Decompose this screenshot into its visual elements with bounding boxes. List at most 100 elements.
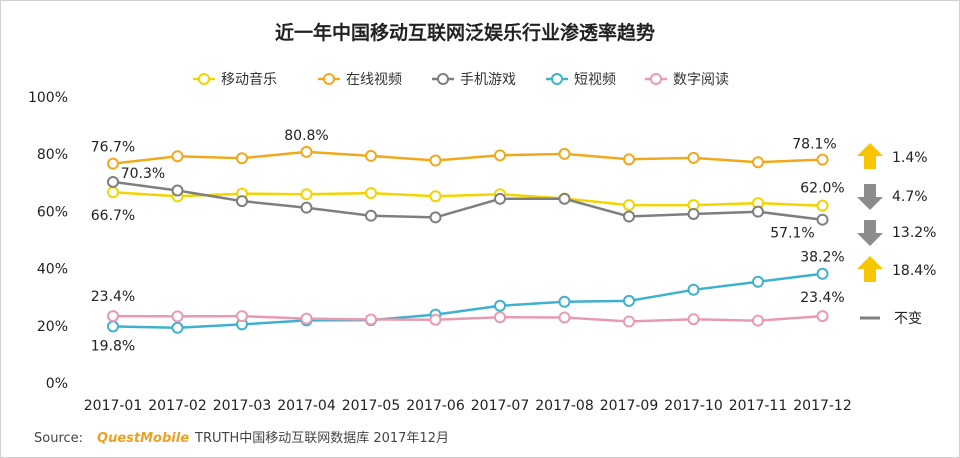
data-point — [300, 188, 313, 201]
legend-label: 移动音乐 — [221, 71, 277, 88]
series-line — [112, 190, 823, 207]
data-label: 76.7% — [91, 140, 135, 156]
brand-logo: QuestMobile — [97, 431, 190, 446]
change-annotation: 18.4% — [857, 256, 936, 282]
x-tick-label: 2017-03 — [213, 398, 272, 414]
data-point — [494, 192, 506, 205]
data-point — [623, 315, 635, 328]
legend-item: 数字阅读 — [645, 71, 729, 88]
data-label: 66.7% — [91, 208, 135, 224]
data-point — [429, 190, 442, 203]
data-point — [365, 187, 377, 200]
data-point — [558, 295, 571, 308]
legend-item: 移动音乐 — [193, 71, 277, 88]
data-point — [171, 310, 184, 323]
x-tick-label: 2017-07 — [471, 398, 530, 414]
change-annotation: 1.4% — [857, 143, 928, 169]
y-tick-label: 100% — [28, 90, 68, 106]
series-group — [107, 267, 829, 334]
legend-item: 在线视频 — [318, 72, 402, 88]
series-line — [112, 314, 823, 323]
data-point — [365, 149, 377, 162]
data-point — [171, 184, 184, 197]
source-note: Source: QuestMobile TRUTH中国移动互联网数据库 2017年1… — [34, 427, 449, 446]
change-label: 13.2% — [892, 225, 936, 241]
data-label: 23.4% — [91, 289, 135, 305]
legend-item: 手机游戏 — [432, 72, 516, 88]
data-point — [236, 152, 248, 165]
data-point — [236, 195, 248, 208]
data-point — [494, 311, 506, 324]
x-tick-label: 2017-11 — [729, 398, 788, 414]
data-point — [300, 201, 313, 214]
legend-marker — [650, 73, 662, 85]
data-point — [494, 299, 506, 312]
x-tick-label: 2017-08 — [535, 398, 594, 414]
source-text: TRUTH中国移动互联网数据库 2017年12月 — [195, 431, 449, 446]
chart-title: 近一年中国移动互联网泛娱乐行业渗透率趋势 — [275, 21, 655, 44]
change-label: 不变 — [894, 311, 922, 327]
x-tick-label: 2017-09 — [600, 398, 659, 414]
data-point — [558, 147, 571, 160]
legend-label: 数字阅读 — [673, 71, 729, 88]
x-tick-label: 2017-12 — [793, 398, 852, 414]
data-label: 19.8% — [91, 338, 135, 354]
change-label: 1.4% — [892, 150, 928, 166]
y-tick-label: 60% — [37, 204, 68, 220]
data-label: 38.2% — [800, 250, 844, 266]
data-point — [752, 275, 764, 288]
data-point — [107, 320, 119, 333]
data-point — [752, 205, 764, 218]
change-annotation: 4.7% — [857, 184, 928, 210]
change-annotations: 1.4% 4.7% 13.2% 18.4% 不变 — [857, 143, 936, 327]
data-labels: 76.7% 80.8% 78.1% 70.3% 66.7% 62.0% 57.1% 38.2%… — [91, 128, 845, 354]
data-point — [107, 157, 119, 170]
data-point — [623, 210, 635, 223]
data-point — [171, 321, 184, 334]
arrow-up-icon — [857, 256, 883, 282]
data-label: 80.8% — [284, 128, 328, 144]
arrow-down-icon — [857, 184, 883, 210]
x-tick-label: 2017-06 — [406, 398, 465, 414]
source-label: Source: — [34, 431, 84, 446]
data-point — [300, 145, 313, 158]
data-point — [816, 213, 829, 226]
change-annotation: 13.2% — [857, 220, 936, 246]
x-tick-label: 2017-01 — [84, 398, 143, 414]
legend-label: 在线视频 — [346, 72, 402, 88]
legend-label: 短视频 — [574, 72, 616, 88]
data-point — [623, 153, 635, 166]
series-group — [107, 145, 829, 170]
series-group — [107, 175, 829, 226]
data-point — [107, 310, 119, 323]
x-tick-label: 2017-04 — [277, 398, 336, 414]
change-label: 4.7% — [892, 189, 928, 205]
legend-label: 手机游戏 — [460, 72, 516, 88]
data-point — [558, 192, 571, 205]
x-tick-label: 2017-05 — [342, 398, 401, 414]
data-label: 78.1% — [792, 137, 836, 153]
x-tick-label: 2017-02 — [148, 398, 207, 414]
legend-marker — [198, 73, 210, 85]
arrow-up-icon — [857, 143, 883, 169]
data-point — [752, 314, 764, 327]
data-point — [623, 294, 635, 307]
data-label: 62.0% — [800, 181, 844, 197]
series-line — [112, 150, 823, 165]
data-point — [365, 209, 377, 222]
data-point — [558, 311, 571, 324]
data-point — [429, 154, 442, 167]
series-line — [112, 272, 823, 330]
x-axis: 2017-01 2017-02 2017-03 2017-04 2017-05 2017-… — [84, 398, 852, 414]
data-point — [623, 199, 635, 212]
data-point — [494, 149, 506, 162]
y-tick-label: 80% — [37, 147, 68, 163]
series-lines — [107, 145, 829, 334]
legend-marker — [437, 73, 449, 85]
data-label: 57.1% — [770, 226, 814, 242]
data-point — [687, 313, 700, 326]
y-tick-label: 0% — [46, 376, 68, 392]
y-axis: 0% 20% 40% 60% 80% 100% — [28, 90, 68, 392]
data-point — [816, 267, 829, 280]
